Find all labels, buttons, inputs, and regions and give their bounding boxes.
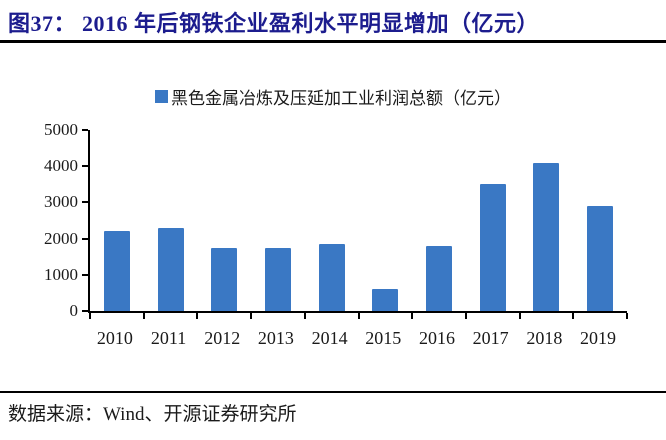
y-tick-mark bbox=[82, 201, 88, 204]
y-tick-label: 5000 bbox=[44, 120, 78, 139]
chart-legend: 黑色金属冶炼及压延加工业利润总额（亿元） bbox=[0, 84, 666, 109]
x-tick-mark bbox=[411, 313, 414, 319]
x-tick-mark bbox=[250, 313, 253, 319]
plot-area bbox=[82, 129, 628, 319]
bar-2010 bbox=[103, 231, 130, 311]
bar-2013 bbox=[264, 248, 291, 311]
y-tick-label: 0 bbox=[69, 301, 79, 320]
data-source-note: 数据来源：Wind、开源证券研究所 bbox=[8, 404, 297, 425]
y-tick-mark bbox=[82, 273, 88, 276]
y-tick-label: 4000 bbox=[44, 156, 78, 176]
y-tick-label: 2000 bbox=[44, 228, 78, 248]
x-tick-label: 2010 bbox=[96, 328, 133, 348]
footer-divider-line bbox=[0, 391, 666, 393]
legend-label: 黑色金属冶炼及压延加工业利润总额（亿元） bbox=[171, 89, 511, 108]
title-divider-line bbox=[0, 40, 666, 43]
bar-2019 bbox=[587, 206, 614, 311]
x-tick-mark bbox=[626, 313, 628, 319]
x-tick-mark bbox=[303, 313, 306, 319]
x-tick-label: 2018 bbox=[526, 328, 563, 348]
x-tick-mark bbox=[89, 313, 91, 319]
x-tick-mark bbox=[572, 313, 575, 319]
legend-swatch-icon bbox=[155, 90, 168, 103]
x-axis-labels: 2010 2011 2012 2013 2014 2015 2016 2017 2018 2019 bbox=[88, 328, 625, 349]
x-tick-mark bbox=[142, 313, 145, 319]
bar-2017 bbox=[479, 183, 506, 311]
x-tick-label: 2014 bbox=[311, 328, 348, 348]
bar-2014 bbox=[318, 243, 345, 311]
bar-2018 bbox=[533, 162, 560, 311]
bars bbox=[90, 130, 627, 311]
y-tick-label: 1000 bbox=[44, 264, 78, 284]
x-tick-label: 2012 bbox=[204, 328, 241, 348]
bar-2011 bbox=[157, 228, 184, 311]
x-tick-label: 2015 bbox=[365, 328, 402, 348]
x-tick-label: 2011 bbox=[150, 328, 187, 348]
y-tick-label: 3000 bbox=[44, 192, 78, 212]
x-tick-label: 2016 bbox=[418, 328, 455, 348]
bar-2016 bbox=[425, 245, 452, 311]
figure-title: 图37： 2016 年后钢铁企业盈利水平明显增加（亿元） bbox=[8, 11, 540, 36]
x-tick-mark bbox=[518, 313, 521, 319]
x-tick-mark bbox=[357, 313, 360, 319]
bar-2015 bbox=[372, 288, 399, 311]
x-tick-mark bbox=[464, 313, 467, 319]
y-tick-mark bbox=[82, 129, 88, 131]
x-tick-label: 2013 bbox=[257, 328, 294, 348]
y-tick-mark bbox=[82, 165, 88, 168]
y-tick-mark bbox=[82, 310, 88, 312]
y-axis-labels: 0 1000 2000 3000 4000 5000 bbox=[0, 120, 78, 320]
x-tick-label: 2019 bbox=[580, 328, 617, 348]
x-tick-mark bbox=[196, 313, 199, 319]
x-tick-label: 2017 bbox=[472, 328, 509, 348]
bar-2012 bbox=[211, 248, 238, 311]
y-tick-mark bbox=[82, 237, 88, 240]
